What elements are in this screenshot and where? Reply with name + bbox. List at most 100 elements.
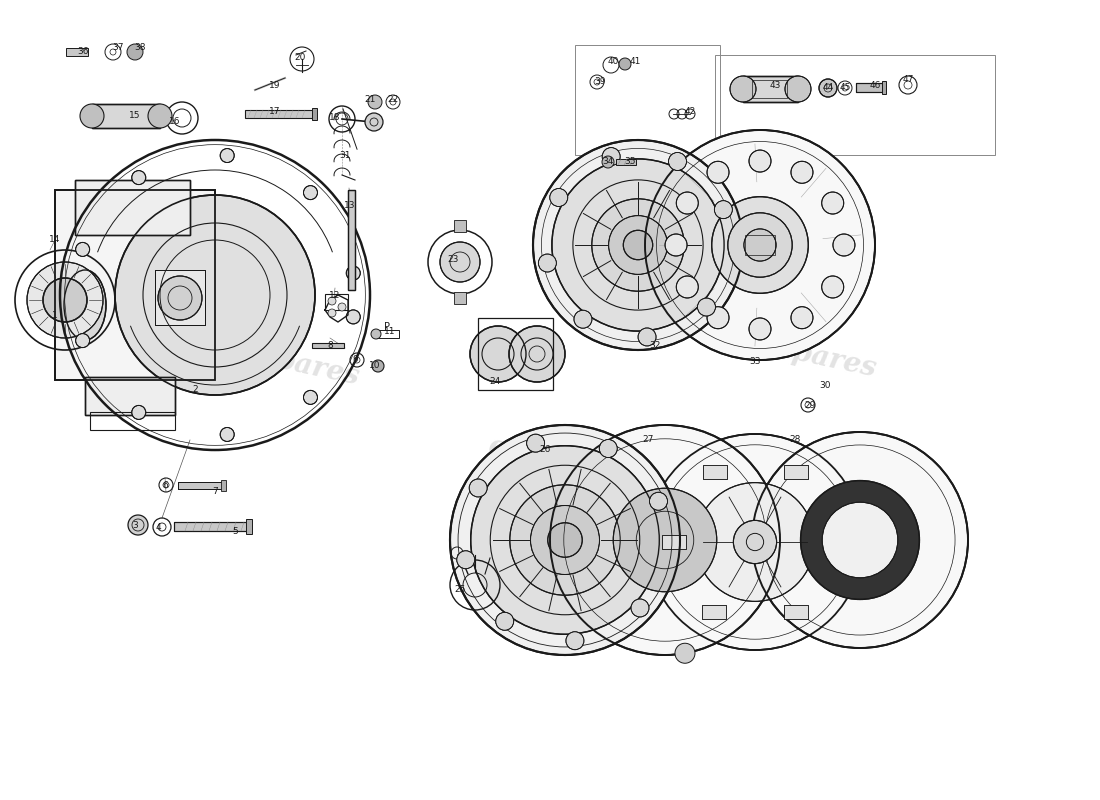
Circle shape [638,328,656,346]
Circle shape [785,76,811,102]
Bar [742,76,797,102]
Circle shape [548,522,582,558]
Bar [155,270,205,325]
Bar [75,180,190,235]
Circle shape [470,479,487,497]
Circle shape [624,230,652,260]
Circle shape [712,197,808,294]
Text: 40: 40 [607,58,618,66]
Bar [454,220,466,232]
Bar [478,318,553,390]
Circle shape [368,95,382,109]
Bar [783,605,807,619]
Text: 12: 12 [329,290,341,299]
Bar [312,108,317,120]
Circle shape [43,278,87,322]
Bar [312,343,344,348]
Circle shape [132,406,146,419]
Circle shape [450,425,680,655]
Text: 36: 36 [77,47,89,57]
Bar [824,535,848,549]
Circle shape [676,192,698,214]
Circle shape [534,140,742,350]
Text: eurospares: eurospares [705,321,879,383]
Bar [662,535,686,549]
Text: 23: 23 [448,255,459,265]
Text: 43: 43 [769,81,781,90]
Bar [703,605,726,619]
Bar [703,465,726,479]
Circle shape [538,254,557,272]
Bar [92,104,160,128]
Bar [66,48,88,56]
Text: 5: 5 [232,527,238,537]
Circle shape [304,390,318,404]
Bar [882,81,886,94]
Bar [715,55,996,155]
Bar [55,190,215,380]
Bar [783,465,807,479]
Ellipse shape [64,270,106,340]
Bar [92,104,160,128]
Circle shape [695,482,814,602]
Text: 4: 4 [155,522,161,531]
Text: 22: 22 [387,95,398,105]
Text: eurospares: eurospares [188,329,362,391]
Circle shape [440,242,480,282]
Text: 39: 39 [594,78,606,86]
Bar [246,519,252,534]
Bar [221,480,226,491]
Circle shape [126,44,143,60]
Bar [616,159,636,165]
Text: 8: 8 [327,341,333,350]
Bar [783,605,807,619]
Text: 31: 31 [339,150,351,159]
Bar [55,190,215,380]
Circle shape [220,427,234,442]
Circle shape [552,159,724,331]
Text: 24: 24 [490,378,500,386]
Circle shape [619,58,631,70]
Circle shape [509,485,620,595]
Text: 29: 29 [804,401,816,410]
Circle shape [734,520,777,563]
Bar [178,482,223,489]
Bar [245,110,315,118]
Bar [324,294,348,310]
Circle shape [707,306,729,329]
Text: 20: 20 [295,54,306,62]
Circle shape [645,130,874,360]
Circle shape [574,310,592,328]
Circle shape [550,425,780,655]
Text: 47: 47 [902,75,914,85]
Bar [703,605,726,619]
Text: 1: 1 [52,310,58,319]
Text: 6: 6 [162,481,168,490]
Text: 45: 45 [839,82,850,91]
Text: P: P [384,322,390,332]
Circle shape [749,318,771,340]
Circle shape [346,266,361,280]
Circle shape [631,599,649,617]
Bar [752,80,786,98]
Text: eurospares: eurospares [485,433,659,495]
Text: 7: 7 [212,487,218,497]
Bar [745,235,776,255]
Bar [703,465,726,479]
Circle shape [614,488,717,592]
Circle shape [801,481,920,599]
Circle shape [304,186,318,200]
Circle shape [565,632,584,650]
Bar [85,377,175,415]
Bar [155,270,205,325]
Text: 34: 34 [603,158,614,166]
Circle shape [714,201,733,218]
Text: 13: 13 [344,201,355,210]
Text: 28: 28 [790,435,801,445]
Circle shape [456,550,475,569]
Circle shape [752,432,968,648]
Bar [174,522,249,531]
Text: 9: 9 [352,355,358,365]
Bar [856,83,884,92]
Circle shape [822,276,844,298]
